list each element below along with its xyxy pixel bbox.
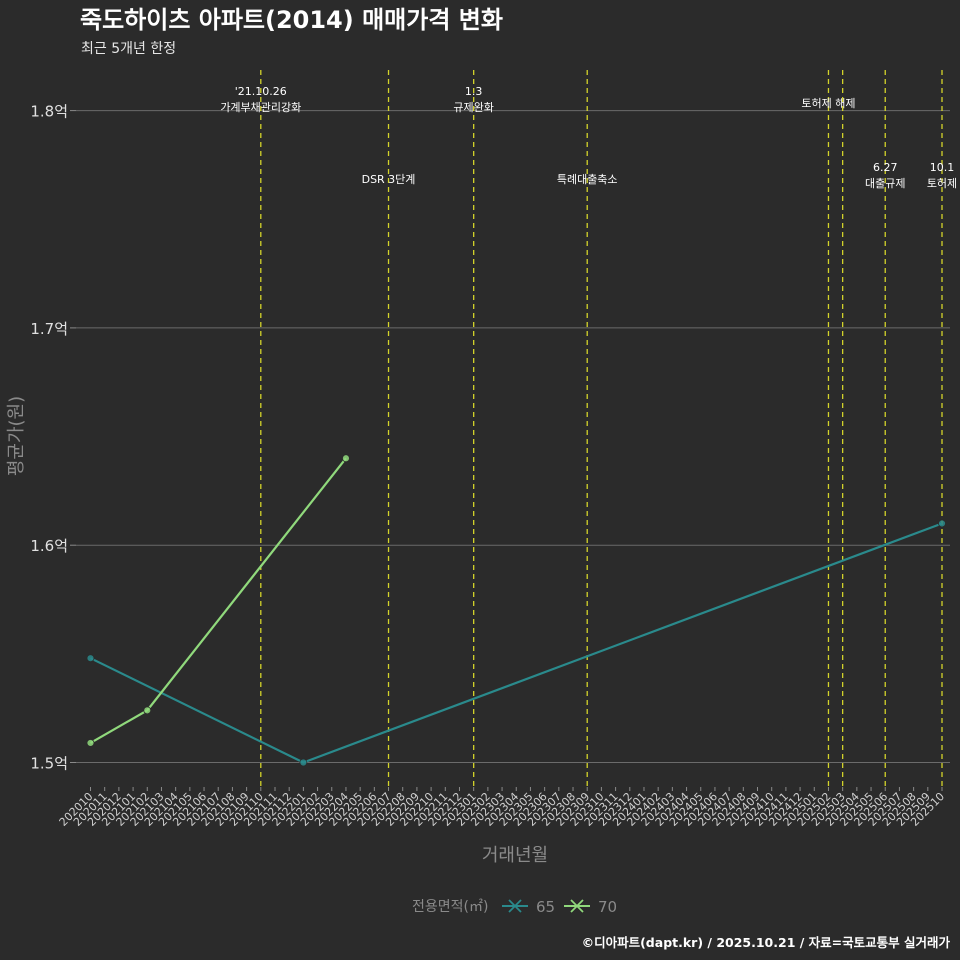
y-tick-label: 1.7억 — [30, 320, 68, 338]
event-date: '21.10.26 — [235, 85, 287, 98]
event-label: 대출규제 — [865, 177, 905, 190]
series-lines — [86, 454, 946, 767]
y-tick-label: 1.6억 — [30, 537, 68, 555]
chart-subtitle: 최근 5개년 한정 — [81, 41, 176, 57]
y-gridlines — [76, 110, 950, 763]
event-label: 특례대출축소 — [557, 173, 618, 186]
legend-key-mark — [508, 899, 522, 913]
event-label: 토허제 — [927, 177, 957, 190]
caption: ©디아파트(dapt.kr) / 2025.10.21 / 자료=국토교통부 실… — [582, 935, 951, 950]
series-line-70 — [89, 457, 347, 744]
data-point-65 — [86, 654, 95, 663]
event-label: 토허제 해제 — [801, 96, 855, 110]
legend-key-mark — [570, 899, 584, 913]
event-date: 6.27 — [873, 161, 898, 174]
legend-label: 65 — [536, 898, 555, 916]
legend-label: 70 — [598, 898, 617, 916]
event-label: 규제완화 — [453, 101, 493, 114]
chart-title: 죽도하이츠 아파트(2014) 매매가격 변화 — [80, 6, 503, 34]
y-tick-label: 1.5억 — [30, 755, 68, 773]
x-axis-ticks: 2020102020112020122021012021022021032021… — [57, 787, 947, 829]
data-point-65 — [299, 758, 308, 767]
data-point-70 — [143, 706, 152, 715]
event-label: DSR 3단계 — [362, 173, 416, 186]
event-date: 1.3 — [465, 85, 483, 98]
data-point-65 — [938, 519, 946, 528]
legend-title: 전용면적(㎡) — [412, 899, 488, 915]
data-point-70 — [342, 454, 350, 463]
y-axis-label: 평균가(원) — [6, 396, 27, 476]
series-line-65 — [90, 522, 943, 764]
x-axis-label: 거래년월 — [482, 845, 548, 866]
event-date: 10.1 — [930, 161, 955, 174]
data-point-70 — [86, 739, 95, 747]
event-label: 가계부채관리강화 — [220, 101, 301, 114]
y-tick-label: 1.8억 — [30, 103, 68, 121]
y-axis-ticks: 1.5억 1.6억 1.7억 1.8억 — [30, 103, 76, 773]
legend: 전용면적(㎡) 65 70 — [412, 898, 617, 916]
